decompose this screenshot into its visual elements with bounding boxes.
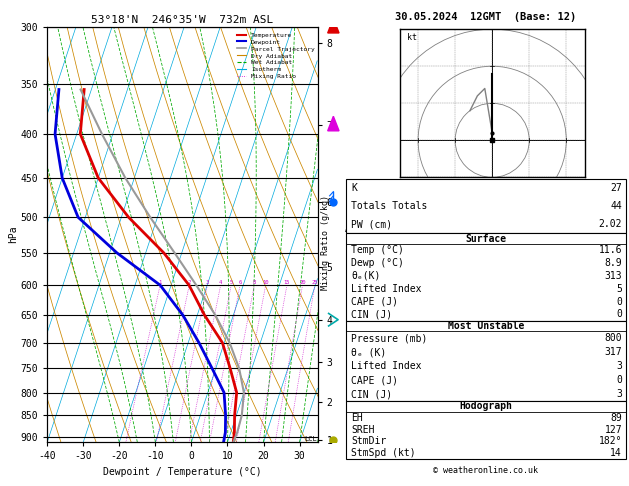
Text: kt: kt (407, 33, 417, 42)
Text: 182°: 182° (599, 436, 622, 447)
Text: Lifted Index: Lifted Index (351, 361, 421, 371)
Polygon shape (328, 18, 339, 33)
Text: Hodograph: Hodograph (459, 401, 513, 411)
Text: 0: 0 (616, 375, 622, 385)
Polygon shape (328, 116, 339, 131)
Text: 89: 89 (610, 413, 622, 423)
Text: 1: 1 (159, 280, 162, 285)
Text: SREH: SREH (351, 424, 374, 434)
Text: 2: 2 (187, 280, 191, 285)
Text: Pressure (mb): Pressure (mb) (351, 333, 427, 344)
Title: 53°18'N  246°35'W  732m ASL: 53°18'N 246°35'W 732m ASL (91, 15, 274, 25)
Text: θₑ (K): θₑ (K) (351, 347, 386, 357)
Text: CIN (J): CIN (J) (351, 310, 392, 319)
Text: Totals Totals: Totals Totals (351, 201, 427, 211)
Text: 4: 4 (219, 280, 222, 285)
Text: 800: 800 (604, 333, 622, 344)
Text: 25: 25 (311, 280, 318, 285)
Legend: Temperature, Dewpoint, Parcel Trajectory, Dry Adiabat, Wet Adiabat, Isotherm, Mi: Temperature, Dewpoint, Parcel Trajectory… (234, 30, 317, 82)
Text: 313: 313 (604, 271, 622, 281)
Text: 5: 5 (230, 280, 233, 285)
Text: CAPE (J): CAPE (J) (351, 296, 398, 307)
Text: θₑ(K): θₑ(K) (351, 271, 381, 281)
X-axis label: Dewpoint / Temperature (°C): Dewpoint / Temperature (°C) (103, 467, 262, 477)
Text: 11.6: 11.6 (599, 245, 622, 255)
Text: Most Unstable: Most Unstable (448, 321, 524, 331)
Text: 127: 127 (604, 424, 622, 434)
Text: 8: 8 (253, 280, 256, 285)
Text: 3: 3 (616, 389, 622, 399)
Text: StmDir: StmDir (351, 436, 386, 447)
Text: PW (cm): PW (cm) (351, 219, 392, 229)
Text: 15: 15 (284, 280, 290, 285)
Text: Dewp (°C): Dewp (°C) (351, 258, 404, 268)
Text: 10: 10 (262, 280, 269, 285)
Text: Surface: Surface (465, 234, 506, 243)
Text: 317: 317 (604, 347, 622, 357)
Text: EH: EH (351, 413, 363, 423)
Text: StmSpd (kt): StmSpd (kt) (351, 448, 416, 458)
Text: 8.9: 8.9 (604, 258, 622, 268)
Text: CAPE (J): CAPE (J) (351, 375, 398, 385)
Text: CIN (J): CIN (J) (351, 389, 392, 399)
Text: K: K (351, 183, 357, 193)
Text: LCL: LCL (304, 436, 316, 442)
Text: 5: 5 (616, 284, 622, 294)
Text: 14: 14 (610, 448, 622, 458)
Text: 2.02: 2.02 (599, 219, 622, 229)
Text: © weatheronline.co.uk: © weatheronline.co.uk (433, 466, 538, 475)
Y-axis label: km
ASL: km ASL (345, 215, 360, 235)
Text: Temp (°C): Temp (°C) (351, 245, 404, 255)
Text: 27: 27 (610, 183, 622, 193)
Text: 0: 0 (616, 296, 622, 307)
Text: 20: 20 (299, 280, 306, 285)
Text: 6: 6 (238, 280, 242, 285)
Text: 0: 0 (616, 310, 622, 319)
Text: 44: 44 (610, 201, 622, 211)
Y-axis label: hPa: hPa (8, 226, 18, 243)
Text: Lifted Index: Lifted Index (351, 284, 421, 294)
Text: 3: 3 (206, 280, 209, 285)
Text: 30.05.2024  12GMT  (Base: 12): 30.05.2024 12GMT (Base: 12) (395, 12, 577, 22)
Text: Mixing Ratio (g/kg): Mixing Ratio (g/kg) (321, 195, 330, 291)
Text: 3: 3 (616, 361, 622, 371)
